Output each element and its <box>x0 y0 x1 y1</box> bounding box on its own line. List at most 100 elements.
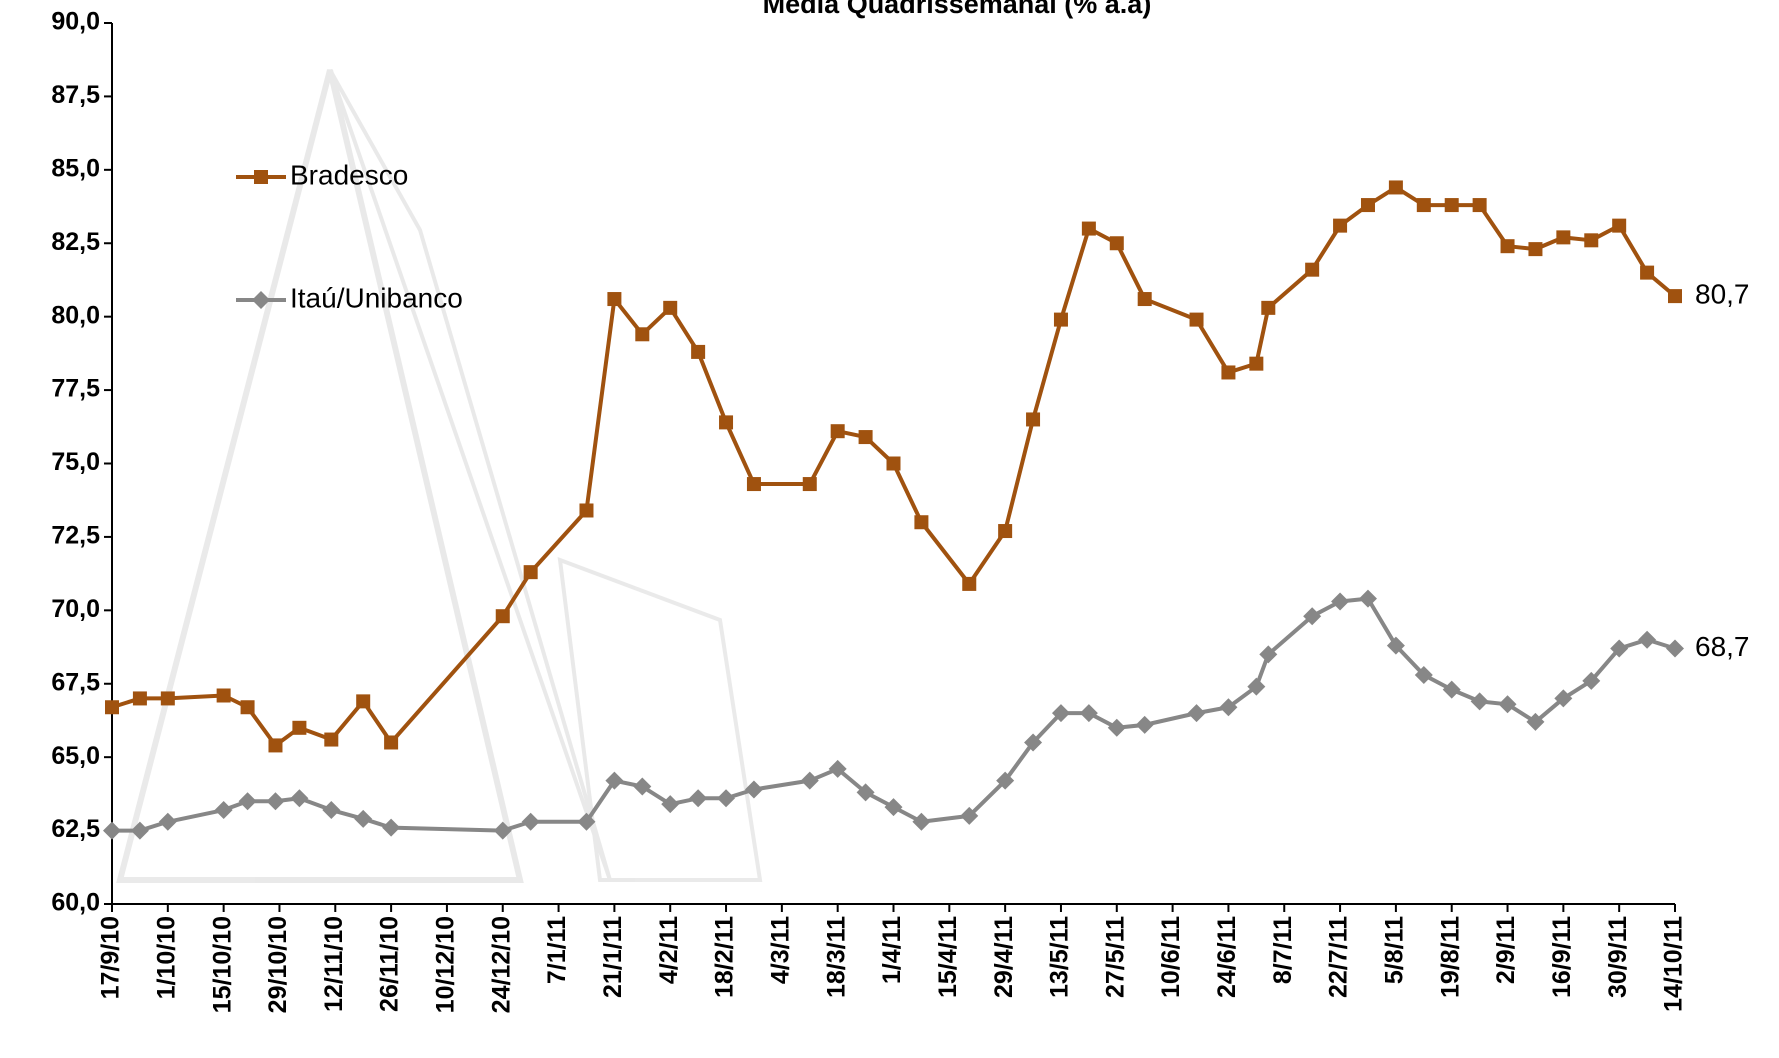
data-point <box>1247 677 1266 696</box>
data-point <box>914 515 929 530</box>
data-point <box>240 700 255 715</box>
data-point <box>1386 636 1405 655</box>
data-point <box>1612 218 1627 233</box>
data-point <box>1053 312 1068 327</box>
data-point <box>635 327 650 342</box>
data-point <box>105 700 119 715</box>
data-point <box>996 771 1015 790</box>
data-point <box>1249 356 1264 371</box>
data-point <box>802 477 817 492</box>
x-tick-label: 22/7/11 <box>1325 916 1353 998</box>
data-point <box>1303 607 1322 626</box>
data-point <box>158 812 177 831</box>
x-tick-label: 27/5/11 <box>1101 916 1129 998</box>
data-point <box>1388 180 1403 195</box>
data-point <box>356 694 371 709</box>
x-tick-label: 4/3/11 <box>766 916 794 984</box>
data-point <box>1640 265 1655 280</box>
x-tick-label: 26/11/10 <box>376 916 404 1012</box>
data-point <box>579 503 594 518</box>
x-tick-label: 30/9/11 <box>1604 916 1632 998</box>
series-line <box>112 596 1676 833</box>
data-point <box>1442 680 1461 699</box>
data-point <box>577 812 596 831</box>
y-tick-label: 80,0 <box>51 301 100 329</box>
legend-label: Itaú/Unibanco <box>290 282 463 313</box>
data-point <box>521 812 540 831</box>
data-point <box>1528 242 1543 257</box>
y-tick-label: 90,0 <box>51 8 100 36</box>
data-point <box>1416 198 1431 213</box>
data-point <box>960 806 979 825</box>
data-point <box>495 609 510 624</box>
data-point <box>1584 233 1599 248</box>
y-tick-label: 82,5 <box>51 228 100 256</box>
y-tick-label: 87,5 <box>51 81 100 109</box>
data-point <box>493 821 512 840</box>
data-point <box>1079 704 1098 723</box>
data-point <box>130 821 149 840</box>
y-tick-label: 75,0 <box>51 448 100 476</box>
data-point <box>268 738 283 753</box>
y-tick-label: 67,5 <box>51 668 100 696</box>
data-point <box>1668 289 1682 304</box>
data-point <box>998 524 1013 539</box>
data-point <box>1360 198 1375 213</box>
value-label: 80,7 <box>1695 279 1750 310</box>
data-point <box>132 691 147 706</box>
legend-marker <box>252 291 270 309</box>
data-point <box>1444 198 1459 213</box>
y-tick-label: 60,0 <box>51 889 100 917</box>
data-point <box>322 801 341 820</box>
x-tick-label: 18/2/11 <box>711 916 739 998</box>
value-label: 68,7 <box>1695 631 1750 662</box>
data-point <box>214 801 233 820</box>
data-point <box>689 789 708 808</box>
data-point <box>717 789 736 808</box>
y-tick-label: 65,0 <box>51 742 100 770</box>
legend-label: Bradesco <box>290 159 408 190</box>
x-tick-label: 4/2/11 <box>655 916 683 984</box>
data-point <box>1358 589 1377 608</box>
data-point <box>382 818 401 837</box>
x-tick-label: 15/4/11 <box>934 916 962 998</box>
data-point <box>856 783 875 802</box>
y-tick-label: 77,5 <box>51 375 100 403</box>
y-tick-label: 85,0 <box>51 154 100 182</box>
data-point <box>1526 712 1545 731</box>
data-point <box>1500 239 1515 254</box>
data-point <box>746 477 761 492</box>
data-point <box>719 415 734 430</box>
data-point <box>884 798 903 817</box>
data-point <box>1026 412 1041 427</box>
data-point <box>1414 665 1433 684</box>
data-point <box>1638 630 1657 649</box>
data-point <box>384 735 399 750</box>
x-tick-label: 10/6/11 <box>1157 916 1185 998</box>
legend-marker <box>254 170 268 184</box>
x-tick-label: 19/8/11 <box>1436 916 1464 998</box>
data-point <box>633 777 652 796</box>
data-point <box>1331 592 1350 611</box>
data-point <box>912 812 931 831</box>
x-tick-label: 17/9/10 <box>97 916 125 999</box>
data-point <box>523 565 538 580</box>
data-point <box>1081 221 1096 236</box>
chart-title: Média Quadrissemanal (% a.a) <box>763 0 1152 19</box>
data-point <box>238 792 257 811</box>
data-point <box>1187 704 1206 723</box>
y-tick-label: 72,5 <box>51 522 100 550</box>
data-point <box>1333 218 1348 233</box>
data-point <box>1109 236 1124 251</box>
data-point <box>324 732 339 747</box>
x-tick-label: 10/12/10 <box>432 916 460 1013</box>
x-tick-label: 29/4/11 <box>990 916 1018 998</box>
x-tick-label: 12/11/10 <box>320 916 348 1012</box>
data-point <box>691 344 706 359</box>
data-point <box>160 691 175 706</box>
x-tick-label: 2/9/11 <box>1492 916 1520 984</box>
data-point <box>1221 365 1236 380</box>
x-tick-label: 14/10/11 <box>1660 916 1688 1012</box>
x-tick-label: 1/10/10 <box>152 916 180 999</box>
data-point <box>354 809 373 828</box>
